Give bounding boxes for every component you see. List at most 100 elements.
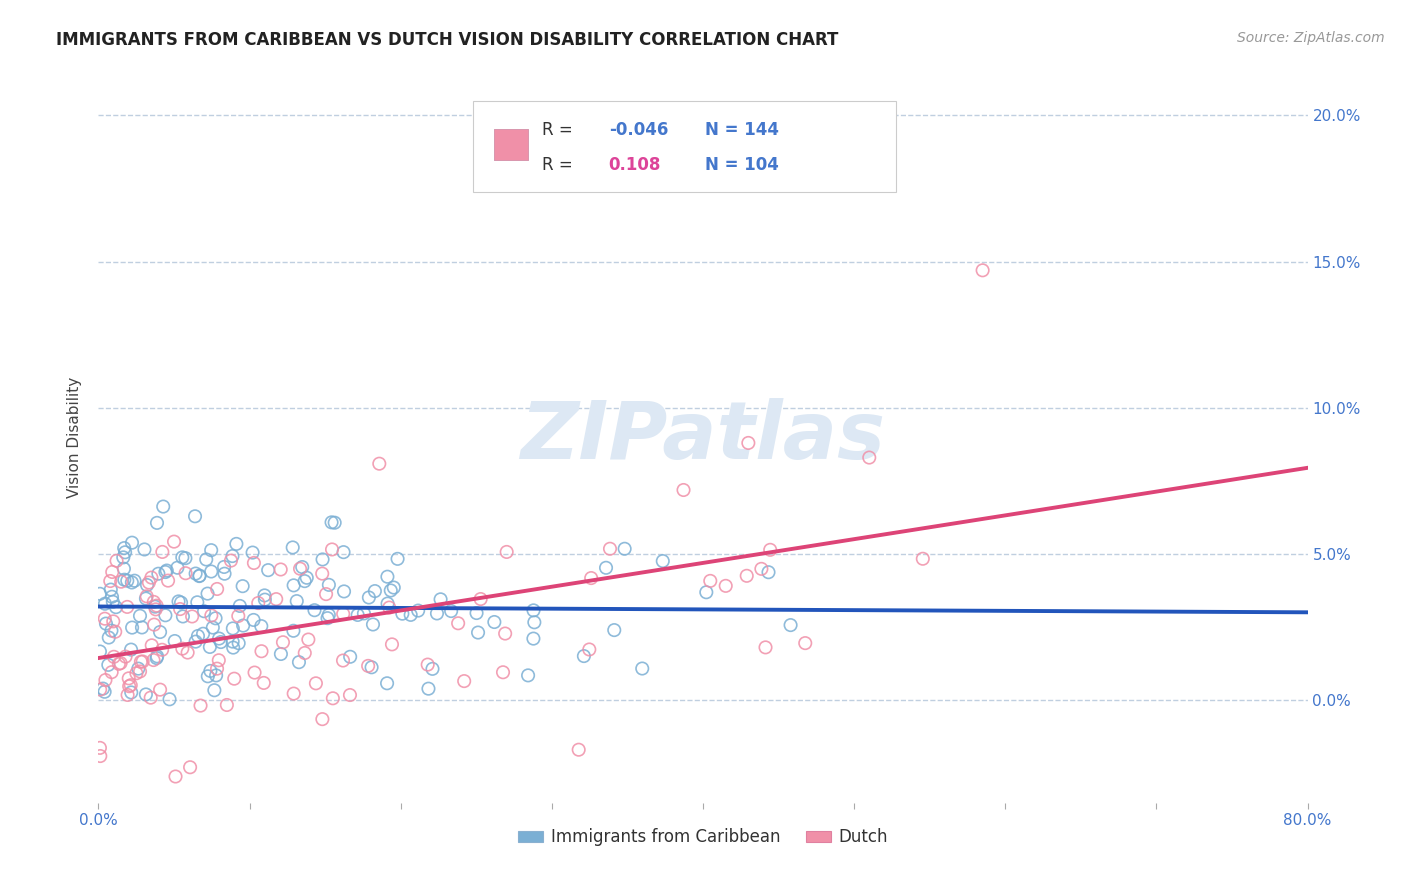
Point (311, 712, 333, 726)
Point (243, 556, 266, 570)
Point (129, 665, 152, 679)
Point (492, 665, 515, 680)
Point (387, 552, 409, 566)
Point (517, 668, 540, 682)
Point (232, 618, 254, 632)
Point (174, 551, 197, 566)
Point (134, 542, 156, 557)
FancyBboxPatch shape (474, 101, 897, 192)
Point (270, 562, 292, 576)
Point (253, 592, 276, 607)
Point (141, 571, 163, 585)
Point (495, 545, 517, 559)
Point (422, 662, 444, 676)
Point (283, 624, 305, 638)
Point (197, 586, 219, 600)
Point (467, 625, 489, 640)
Point (120, 678, 142, 692)
Point (357, 591, 380, 605)
Point (399, 607, 422, 622)
Point (145, 602, 167, 616)
Point (89, 587, 111, 601)
Point (377, 597, 399, 611)
Point (156, 564, 179, 578)
Point (339, 688, 361, 702)
Point (142, 595, 165, 609)
Point (758, 565, 780, 579)
Point (295, 571, 318, 585)
Point (568, 742, 591, 756)
Point (188, 568, 211, 582)
Point (353, 607, 375, 621)
Point (204, 611, 226, 625)
Point (253, 589, 276, 603)
Point (89, 740, 111, 755)
Point (100, 582, 122, 597)
Point (101, 565, 124, 579)
Point (200, 543, 222, 558)
Point (754, 640, 776, 655)
Point (202, 683, 225, 698)
Point (150, 545, 173, 559)
Point (150, 642, 173, 657)
Point (143, 599, 166, 614)
Text: Source: ZipAtlas.com: Source: ZipAtlas.com (1237, 31, 1385, 45)
Point (135, 591, 157, 606)
Point (305, 676, 328, 690)
Point (322, 691, 344, 706)
Point (117, 688, 139, 702)
Point (118, 679, 141, 693)
Point (332, 607, 354, 621)
Point (141, 638, 163, 652)
Point (184, 634, 207, 648)
Point (737, 436, 759, 450)
Point (418, 681, 440, 696)
Point (186, 595, 208, 609)
Point (291, 560, 314, 574)
Point (125, 666, 148, 681)
Point (155, 608, 177, 623)
Point (198, 640, 221, 654)
Point (191, 626, 214, 640)
Point (94, 616, 117, 631)
Point (169, 602, 191, 616)
Point (114, 545, 136, 559)
Point (131, 620, 153, 634)
Point (523, 615, 546, 630)
Point (200, 608, 222, 623)
Point (380, 583, 402, 598)
Point (377, 570, 399, 584)
Point (100, 665, 122, 680)
Point (651, 554, 673, 568)
Point (382, 581, 405, 595)
Point (346, 607, 368, 622)
Point (94, 597, 117, 611)
Point (143, 617, 166, 632)
Point (93, 685, 115, 699)
Point (699, 574, 721, 588)
Point (201, 621, 224, 635)
Point (494, 626, 516, 640)
Point (120, 642, 142, 657)
Point (695, 585, 717, 599)
Point (232, 579, 254, 593)
Point (124, 574, 146, 588)
Point (221, 549, 243, 563)
Point (103, 615, 125, 629)
Point (613, 541, 636, 556)
Point (146, 649, 169, 664)
Point (89, 682, 111, 697)
Point (208, 632, 231, 646)
Point (242, 613, 264, 627)
Point (149, 625, 172, 640)
Point (361, 617, 384, 632)
Point (522, 603, 544, 617)
Point (184, 509, 207, 524)
Point (332, 545, 354, 559)
Point (104, 624, 127, 639)
Point (221, 634, 243, 648)
Point (281, 541, 304, 555)
Point (94, 673, 117, 687)
Point (759, 542, 782, 557)
Point (209, 635, 232, 649)
